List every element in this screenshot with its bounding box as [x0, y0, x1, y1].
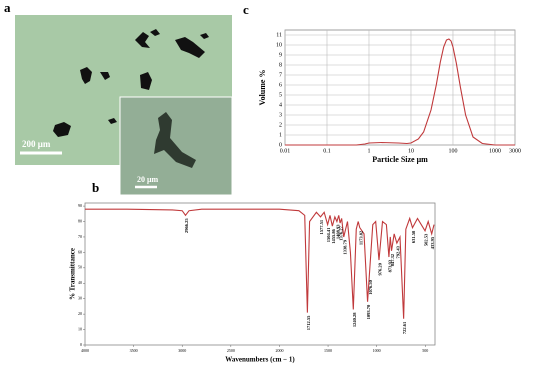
x-tick-label: 2000 [275, 348, 283, 353]
peak-label: 1577.51 [319, 219, 324, 234]
x-tick-label: 500 [422, 348, 428, 353]
x-tick-label: 0.01 [280, 148, 291, 154]
peak-label: 976.20 [378, 262, 383, 275]
x-tick-label: 4000 [81, 348, 89, 353]
peak-label: 1173.82 [358, 230, 363, 245]
y-tick-label: 11 [276, 32, 282, 38]
peak-label: 433.95 [430, 236, 435, 249]
peak-label: 2966.25 [184, 218, 189, 233]
peak-label: 847.32 [390, 253, 395, 266]
peak-label: 1504.41 [326, 227, 331, 242]
x-tick-label: 100 [448, 148, 457, 154]
y-tick-label: 6 [279, 82, 282, 88]
y-tick-label: 30 [78, 296, 82, 301]
micrograph-inset [119, 96, 233, 196]
x-tick-label: 3000 [178, 348, 186, 353]
peak-label: 1455.86 [331, 228, 336, 243]
y-tick-label: 60 [78, 249, 82, 254]
peak-label: 1408.93 [335, 224, 340, 239]
scale-bar-label: 200 μm [22, 139, 51, 149]
y-tick-label: 40 [78, 280, 82, 285]
y-tick-label: 4 [279, 102, 282, 108]
y-tick-label: 3 [279, 112, 282, 118]
y-axis-label: Volume % [258, 70, 267, 106]
x-tick-label: 3000 [509, 148, 521, 154]
y-tick-label: 20 [78, 311, 82, 316]
y-axis-label: % Transmittance [69, 248, 77, 300]
peak-label: 502.53 [424, 233, 429, 246]
x-axis-label: Particle Size μm [372, 155, 428, 164]
y-tick-label: 2 [279, 122, 282, 128]
x-tick-label: 1 [367, 148, 370, 154]
x-tick-label: 1000 [489, 148, 501, 154]
y-tick-label: 70 [78, 234, 82, 239]
plot-area [284, 29, 516, 146]
peak-label: 1338.79 [342, 239, 347, 254]
peak-label: 792.43 [395, 245, 400, 258]
y-tick-label: 50 [78, 265, 82, 270]
x-tick-label: 1000 [373, 348, 381, 353]
x-axis-label: Wavenumbers (cm − 1) [225, 356, 295, 364]
y-tick-label: 10 [276, 42, 282, 48]
panel-label: b [92, 180, 99, 195]
peak-label: 1240.28 [352, 312, 357, 327]
peak-label: 722.61 [402, 321, 407, 334]
peak-label: 1376.27 [339, 225, 344, 240]
data-line [85, 208, 435, 319]
y-tick-label: 90 [78, 203, 82, 208]
peak-label: 873.93 [387, 259, 392, 272]
x-tick-label: 0.1 [323, 148, 331, 154]
peak-label: 1093.70 [366, 304, 371, 319]
y-tick-label: 8 [279, 62, 282, 68]
scale-bar-label: 20 μm [137, 175, 159, 184]
x-tick-label: 3500 [130, 348, 138, 353]
y-tick-label: 5 [279, 92, 282, 98]
peak-label: 1712.55 [306, 315, 311, 330]
x-tick-label: 10 [408, 148, 414, 154]
x-tick-label: 2500 [227, 348, 235, 353]
data-line [285, 38, 515, 146]
panel-label: a [4, 0, 11, 15]
y-tick-label: 1 [279, 132, 282, 138]
x-tick-label: 1500 [324, 348, 332, 353]
peak-label: 631.58 [411, 230, 416, 243]
y-tick-label: 0 [80, 342, 82, 347]
y-tick-label: 10 [78, 326, 82, 331]
y-tick-label: 80 [78, 218, 82, 223]
y-tick-label: 0 [279, 142, 282, 148]
y-tick-label: 7 [279, 72, 282, 78]
peak-label: 1076.50 [368, 279, 373, 294]
panel-label: c [243, 2, 249, 17]
y-tick-label: 9 [279, 52, 282, 58]
